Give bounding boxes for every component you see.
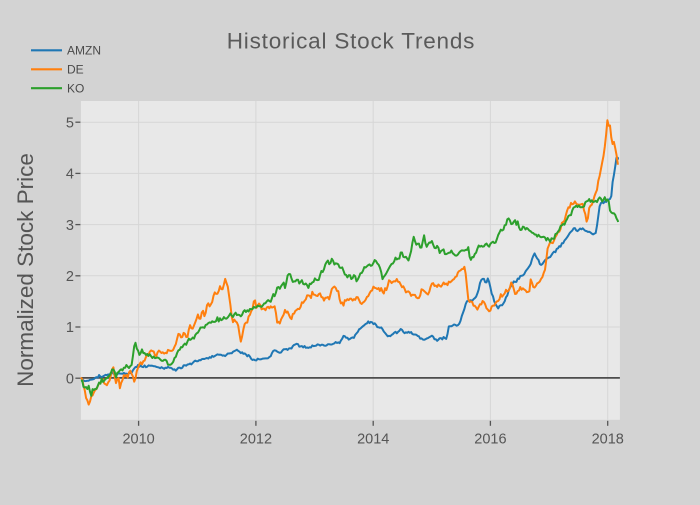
svg-text:3: 3 <box>66 218 74 234</box>
svg-text:Historical Stock Trends: Historical Stock Trends <box>227 29 475 54</box>
svg-text:2014: 2014 <box>357 432 389 448</box>
svg-text:2: 2 <box>66 269 74 285</box>
svg-text:2012: 2012 <box>240 432 272 448</box>
svg-text:2018: 2018 <box>592 432 624 448</box>
svg-text:0: 0 <box>66 371 74 387</box>
svg-text:1: 1 <box>66 320 74 336</box>
svg-text:AMZN: AMZN <box>67 44 101 58</box>
svg-text:2016: 2016 <box>474 432 506 448</box>
svg-text:KO: KO <box>67 81 84 95</box>
svg-text:4: 4 <box>66 167 74 183</box>
svg-text:2010: 2010 <box>122 432 154 448</box>
svg-text:Normalized Stock Price: Normalized Stock Price <box>13 153 38 387</box>
svg-text:DE: DE <box>67 63 84 77</box>
svg-text:5: 5 <box>66 115 74 131</box>
